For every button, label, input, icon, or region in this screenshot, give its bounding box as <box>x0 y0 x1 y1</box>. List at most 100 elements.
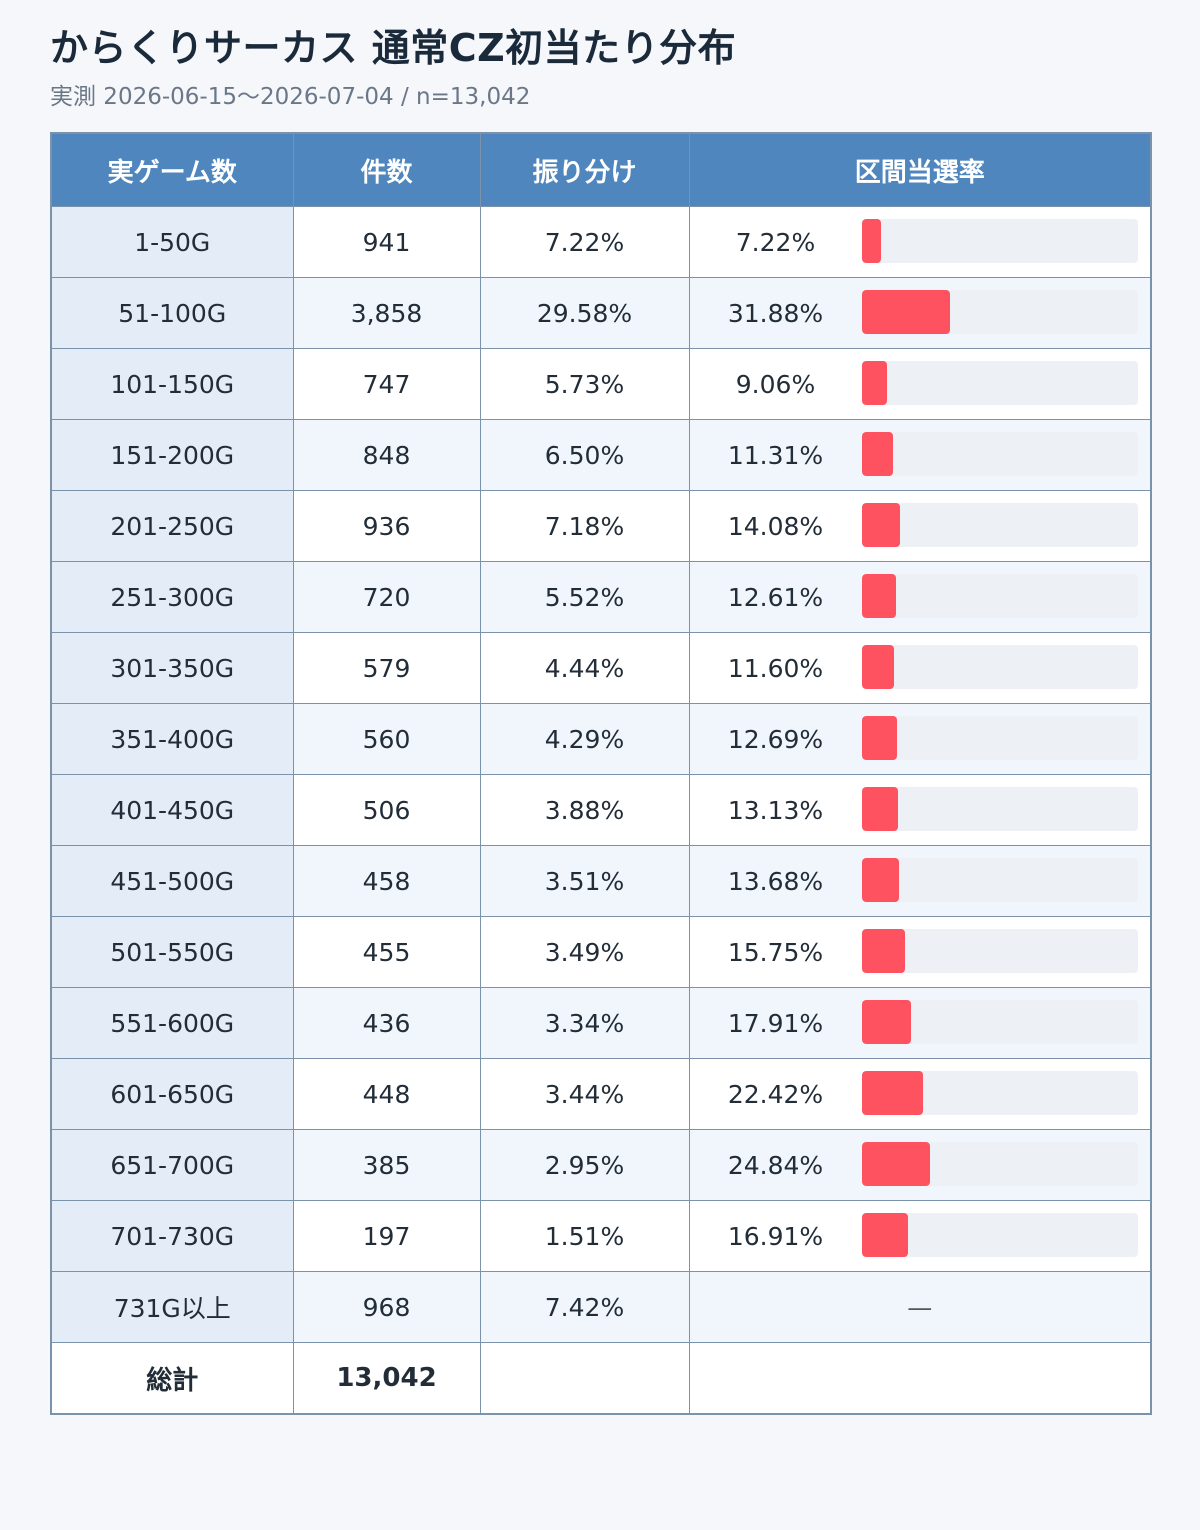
rate-bar-fill <box>861 929 906 973</box>
cell-count: 385 <box>292 1129 481 1201</box>
cell-share: 5.73% <box>479 348 690 420</box>
cell-count: 560 <box>292 703 481 775</box>
cell-share: 29.58% <box>479 277 690 349</box>
rate-bar-track <box>861 361 1138 405</box>
rate-bar-fill <box>861 716 897 760</box>
cell-share: 6.50% <box>479 419 690 491</box>
cell-rate: 13.68% <box>688 845 1152 917</box>
cell-rate: 24.84% <box>688 1129 1152 1201</box>
cell-count: 436 <box>292 987 481 1059</box>
rate-value: 13.68% <box>727 866 824 896</box>
cell-range: 501-550G <box>50 916 294 988</box>
cell-share: 4.44% <box>479 632 690 704</box>
cell-count: 455 <box>292 916 481 988</box>
rate-bar-fill <box>861 574 897 618</box>
cell-range: 101-150G <box>50 348 294 420</box>
cell-rate: 13.13% <box>688 774 1152 846</box>
table-row: 731G以上 968 7.42% — <box>50 1271 1152 1343</box>
rate-value: 24.84% <box>727 1150 824 1180</box>
table-row: 501-550G 455 3.49% 15.75% <box>50 916 1152 988</box>
cell-rate: 11.31% <box>688 419 1152 491</box>
rate-bar-fill <box>861 1213 909 1257</box>
cell-share: 2.95% <box>479 1129 690 1201</box>
rate-bar-track <box>861 1071 1138 1115</box>
table-body: 1-50G 941 7.22% 7.22% 51-100G 3,858 29.58% 31.8… <box>50 206 1152 1415</box>
page-title: からくりサーカス 通常CZ初当たり分布 <box>50 26 737 70</box>
cell-rate: — <box>688 1271 1152 1343</box>
cell-share: 7.42% <box>479 1271 690 1343</box>
cell-count: 941 <box>292 206 481 278</box>
cell-rate: 14.08% <box>688 490 1152 562</box>
cell-share: 5.52% <box>479 561 690 633</box>
header-count: 件数 <box>292 132 481 207</box>
rate-bar-track <box>861 787 1138 831</box>
rate-bar-fill <box>861 645 894 689</box>
header-rate: 区間当選率 <box>688 132 1152 207</box>
table-row: 451-500G 458 3.51% 13.68% <box>50 845 1152 917</box>
cell-range: 601-650G <box>50 1058 294 1130</box>
rate-value: 11.60% <box>727 653 824 683</box>
table-row: 401-450G 506 3.88% 13.13% <box>50 774 1152 846</box>
rate-value: 22.42% <box>727 1079 824 1109</box>
rate-value: 12.61% <box>727 582 824 612</box>
rate-bar-fill <box>861 858 900 902</box>
cell-rate: 12.61% <box>688 561 1152 633</box>
header-share: 振り分け <box>479 132 690 207</box>
cell-share: 7.22% <box>479 206 690 278</box>
cell-rate: 31.88% <box>688 277 1152 349</box>
cell-count: 968 <box>292 1271 481 1343</box>
rate-value: 7.22% <box>735 227 816 257</box>
cell-count: 848 <box>292 419 481 491</box>
cell-share: 3.51% <box>479 845 690 917</box>
table-row: 301-350G 579 4.44% 11.60% <box>50 632 1152 704</box>
cell-range: 151-200G <box>50 419 294 491</box>
rate-bar-fill <box>861 432 893 476</box>
cell-count: 579 <box>292 632 481 704</box>
rate-bar-track <box>861 1213 1138 1257</box>
rate-bar-track <box>861 716 1138 760</box>
cell-count: 458 <box>292 845 481 917</box>
rate-bar-fill <box>861 290 950 334</box>
cell-count: 506 <box>292 774 481 846</box>
cell-count: 448 <box>292 1058 481 1130</box>
rate-bar-fill <box>861 219 882 263</box>
rate-bar-fill <box>861 1000 912 1044</box>
rate-bar-track <box>861 219 1138 263</box>
rate-bar-fill <box>861 1071 924 1115</box>
cell-count: 747 <box>292 348 481 420</box>
cell-range: 1-50G <box>50 206 294 278</box>
rate-value: 17.91% <box>727 1008 824 1038</box>
rate-bar-track <box>861 1142 1138 1186</box>
cell-share: 4.29% <box>479 703 690 775</box>
rate-bar-track <box>861 929 1138 973</box>
rate-value: 9.06% <box>735 369 816 399</box>
rate-value: 15.75% <box>727 937 824 967</box>
table-row: 251-300G 720 5.52% 12.61% <box>50 561 1152 633</box>
cell-range: 251-300G <box>50 561 294 633</box>
table-row: 201-250G 936 7.18% 14.08% <box>50 490 1152 562</box>
cell-share: 3.44% <box>479 1058 690 1130</box>
cell-count: 3,858 <box>292 277 481 349</box>
rate-bar-track <box>861 290 1138 334</box>
cell-range: 401-450G <box>50 774 294 846</box>
cell-rate: 9.06% <box>688 348 1152 420</box>
rate-bar-fill <box>861 503 901 547</box>
table-row: 351-400G 560 4.29% 12.69% <box>50 703 1152 775</box>
header-range: 実ゲーム数 <box>50 132 294 207</box>
rate-value: 11.31% <box>727 440 824 470</box>
rate-value: 12.69% <box>727 724 824 754</box>
rate-empty: — <box>907 1292 933 1322</box>
rate-bar-fill <box>861 787 898 831</box>
table-row: 51-100G 3,858 29.58% 31.88% <box>50 277 1152 349</box>
cell-rate: 17.91% <box>688 987 1152 1059</box>
cell-range: 451-500G <box>50 845 294 917</box>
cell-range: 701-730G <box>50 1200 294 1272</box>
table-row: 101-150G 747 5.73% 9.06% <box>50 348 1152 420</box>
cell-rate: 16.91% <box>688 1200 1152 1272</box>
rate-value: 13.13% <box>727 795 824 825</box>
table-row: 601-650G 448 3.44% 22.42% <box>50 1058 1152 1130</box>
cell-rate: 7.22% <box>688 206 1152 278</box>
cell-range: 351-400G <box>50 703 294 775</box>
rate-value: 31.88% <box>727 298 824 328</box>
rate-value: 14.08% <box>727 511 824 541</box>
